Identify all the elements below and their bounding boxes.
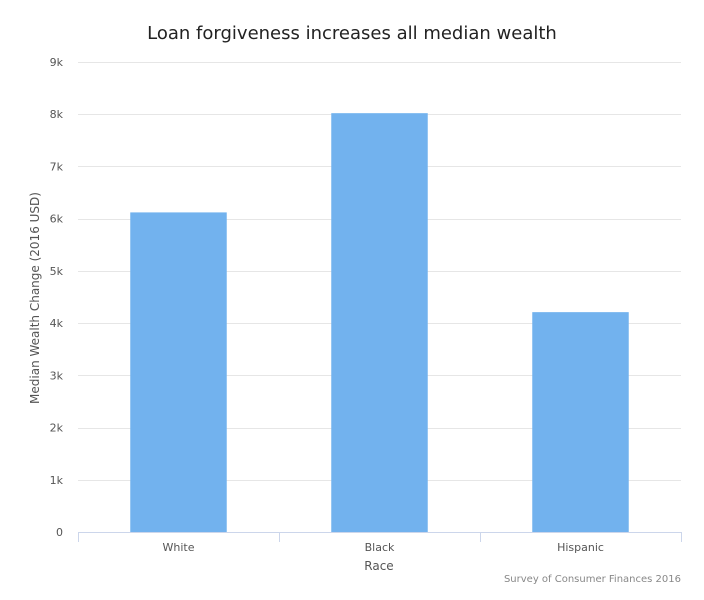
- x-tick-label: Hispanic: [557, 541, 604, 554]
- y-axis-ticks: 0 1k 2k 3k 4k 5k 6k 7k 8k 9k: [50, 56, 64, 539]
- x-tick-label: White: [163, 541, 195, 554]
- y-tick-label: 2k: [50, 422, 64, 435]
- y-axis-title: Median Wealth Change (2016 USD): [28, 192, 42, 404]
- y-tick-label: 8k: [50, 108, 64, 121]
- y-tick-label: 4k: [50, 317, 64, 330]
- y-tick-label: 0: [56, 526, 63, 539]
- y-tick-label: 7k: [50, 160, 64, 173]
- x-axis: White Black Hispanic: [78, 532, 682, 554]
- chart-credit[interactable]: Survey of Consumer Finances 2016: [504, 574, 681, 585]
- y-tick-label: 6k: [50, 213, 64, 226]
- x-axis-title: Race: [364, 559, 393, 573]
- bar-black: [331, 113, 428, 532]
- bars: [130, 113, 629, 532]
- y-tick-label: 5k: [50, 265, 64, 278]
- bar-hispanic: [532, 312, 629, 532]
- y-tick-label: 1k: [50, 474, 64, 487]
- chart-title: Loan forgiveness increases all median we…: [147, 23, 557, 44]
- y-tick-label: 9k: [50, 56, 64, 69]
- x-tick-label: Black: [365, 541, 395, 554]
- bar-white: [130, 212, 227, 532]
- y-tick-label: 3k: [50, 369, 64, 382]
